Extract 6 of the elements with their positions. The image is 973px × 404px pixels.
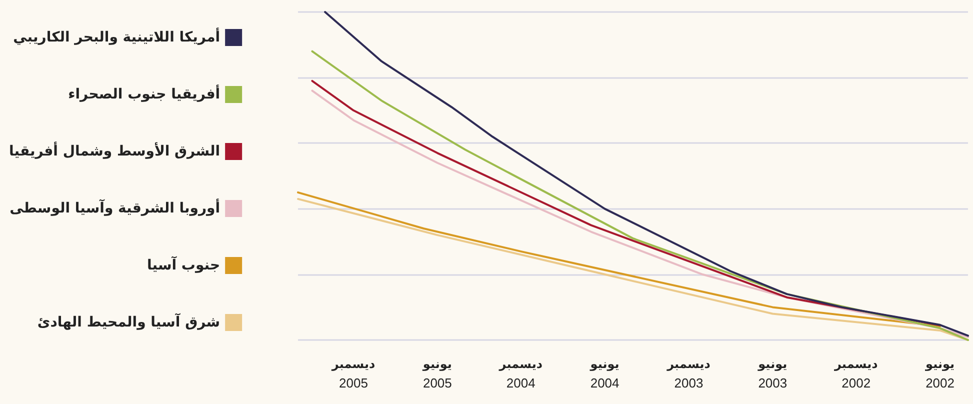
legend-label: شرق آسيا والمحيط الهادئ <box>37 312 220 330</box>
legend-label: أوروبا الشرقية وآسيا الوسطى <box>10 198 220 216</box>
legend-label: جنوب آسيا <box>147 256 220 274</box>
legend-label: أفريقيا جنوب الصحراء <box>68 84 220 102</box>
legend-label: أمريكا اللاتينية والبحر الكاريبي <box>13 28 220 46</box>
legend-label: الشرق الأوسط وشمال أفريقيا <box>8 142 220 160</box>
